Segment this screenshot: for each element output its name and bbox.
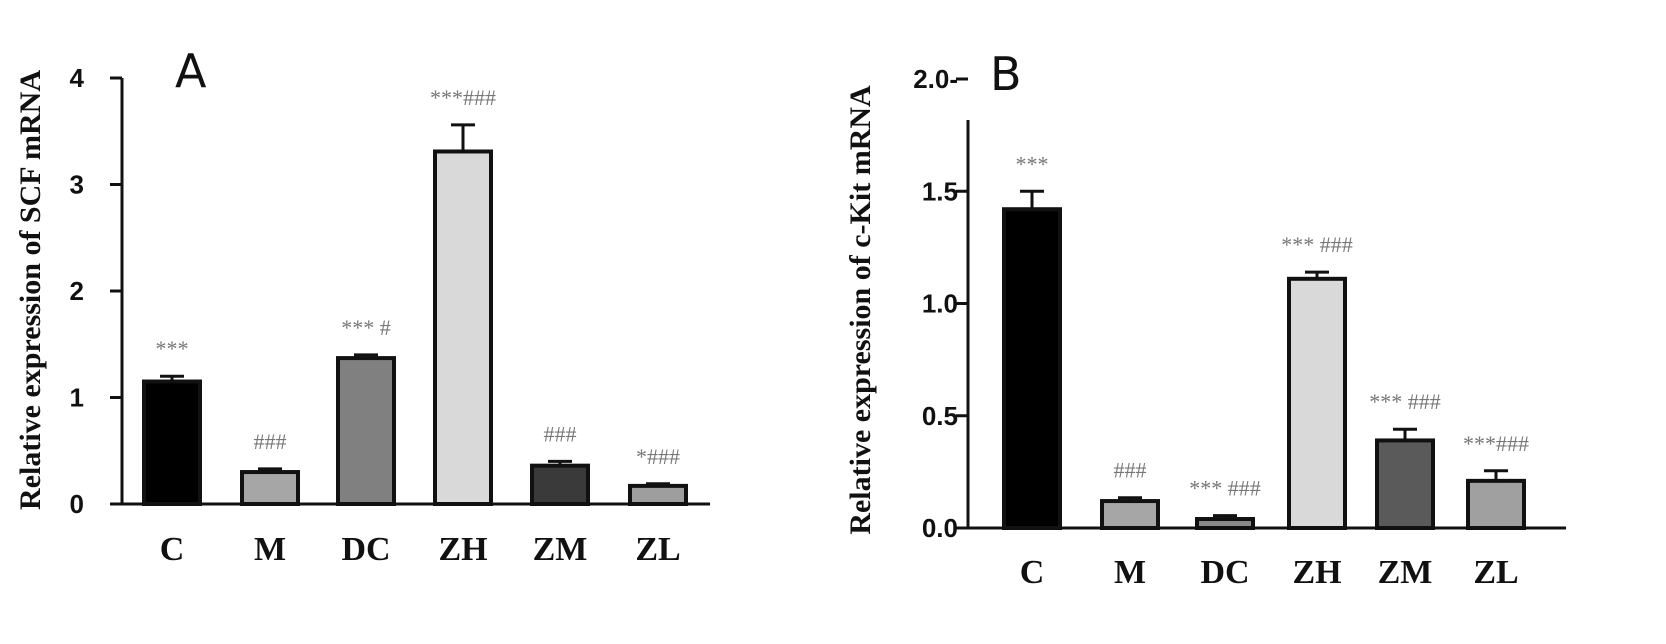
significance-label-a: *** # [341, 315, 391, 340]
y-axis-label-b: Relative expression of c-Kit mRNA [844, 85, 877, 535]
bar-b [1287, 276, 1347, 530]
panel-a: A Relative expression of SCF mRNA 0 1 2 3 4 *… [14, 44, 710, 568]
bar-a [628, 483, 688, 506]
significance-label-a: ### [254, 429, 287, 454]
y-tick-label-a: 1 [70, 383, 84, 413]
x-tick-label-b: ZH [1292, 554, 1341, 591]
y-tick-label-a: 4 [70, 63, 85, 93]
significance-label-b: ### [1114, 458, 1147, 483]
x-tick-label-a: ZM [533, 531, 588, 568]
bar-a [240, 470, 300, 506]
significance-label-b: *** ### [1369, 389, 1441, 414]
y-tick-label-b: 0.5 [922, 401, 958, 431]
bar-a [530, 463, 590, 507]
x-tick-label-b: M [1114, 554, 1146, 591]
y-tick-label-b: 1.5 [922, 176, 958, 206]
bar-b [1375, 438, 1435, 531]
bar-b [1100, 499, 1160, 530]
y-tick-label-a: 2 [70, 276, 84, 306]
bar-b [1002, 207, 1062, 531]
x-tick-label-b: ZM [1378, 554, 1433, 591]
y-tick-label-b: 2.0- [913, 64, 958, 94]
x-tick-label-a: ZH [438, 531, 487, 568]
x-tick-label-a: ZL [635, 531, 680, 568]
x-tick-label-b: C [1020, 554, 1045, 591]
y-axis-label-a: Relative expression of SCF mRNA [14, 70, 47, 510]
bar-a [336, 356, 396, 506]
significance-label-a: ### [544, 421, 577, 446]
x-tick-label-b: ZL [1473, 554, 1518, 591]
y-tick-label-a: 0 [70, 489, 84, 519]
x-tick-label-a: M [254, 531, 286, 568]
x-tick-label-a: DC [341, 531, 390, 568]
y-tick-label-b: 0.0 [922, 513, 958, 543]
significance-label-b: ***### [1463, 431, 1529, 456]
panel-b: B Relative expression of c-Kit mRNA 0.0 0… [844, 47, 1566, 591]
significance-label-b: *** [1016, 151, 1049, 176]
y-tick-label-a: 3 [70, 170, 84, 200]
x-tick-label-a: C [160, 531, 185, 568]
panel-letter-a: A [175, 44, 207, 98]
y-tick-label-b: 1.0 [922, 289, 958, 319]
significance-label-a: ***### [430, 85, 496, 110]
bar-a [142, 379, 202, 506]
bar-a [433, 149, 493, 507]
significance-label-b: *** ### [1189, 476, 1261, 501]
bar-b [1195, 517, 1255, 531]
panel-letter-b: B [990, 47, 1022, 101]
significance-label-a: *** [156, 336, 189, 361]
bar-b [1466, 478, 1526, 531]
x-tick-label-b: DC [1200, 554, 1249, 591]
significance-label-a: *### [636, 444, 680, 469]
significance-label-b: *** ### [1281, 232, 1353, 257]
